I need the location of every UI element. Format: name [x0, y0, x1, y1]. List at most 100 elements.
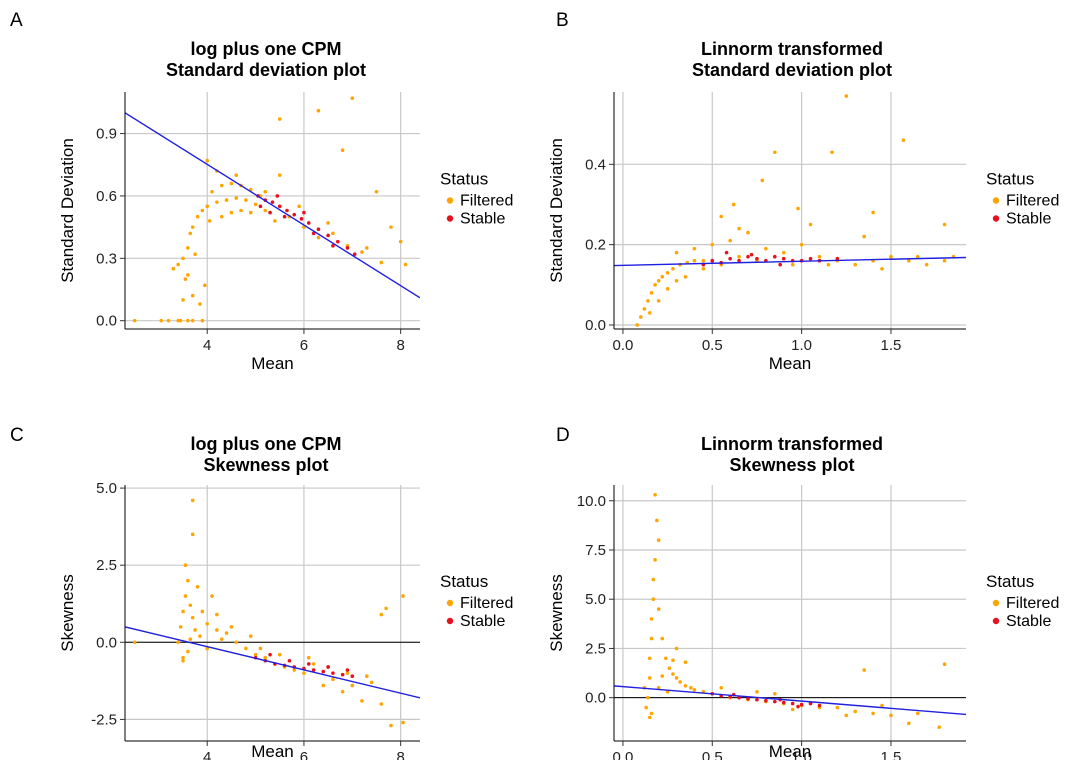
- data-point-filtered: [188, 231, 193, 236]
- data-point-filtered: [379, 260, 384, 265]
- data-point-filtered: [360, 250, 364, 254]
- data-point-filtered: [781, 250, 786, 255]
- data-point-filtered: [253, 652, 258, 657]
- data-point-filtered: [647, 656, 652, 661]
- data-point-filtered: [239, 208, 243, 213]
- data-point-filtered: [229, 210, 234, 215]
- data-point-filtered: [853, 262, 858, 267]
- data-point-stable: [773, 699, 777, 704]
- data-point-stable: [302, 210, 306, 215]
- data-point-filtered: [808, 222, 813, 227]
- data-point-stable: [345, 246, 350, 250]
- data-point-filtered: [671, 672, 675, 676]
- data-point-stable: [306, 662, 311, 666]
- data-point-stable: [796, 704, 800, 709]
- x-tick-label: 8: [396, 749, 404, 760]
- data-point-stable: [799, 702, 804, 707]
- data-point-filtered: [647, 715, 652, 720]
- data-point-filtered: [889, 713, 893, 718]
- legend-key-stable: [446, 617, 454, 625]
- y-axis-title: Skewness: [547, 574, 566, 651]
- data-point-filtered: [835, 705, 840, 710]
- data-point-filtered: [674, 250, 679, 255]
- data-point-filtered: [653, 558, 657, 562]
- data-point-stable: [268, 652, 272, 657]
- data-point-stable: [737, 258, 741, 263]
- data-point-filtered: [176, 640, 180, 645]
- x-tick-label: 1.5: [881, 749, 902, 760]
- data-point-filtered: [901, 138, 906, 143]
- legend-key-filtered: [992, 599, 1000, 607]
- y-tick-label: 5.0: [96, 480, 117, 497]
- data-point-filtered: [340, 689, 345, 694]
- data-point-filtered: [692, 688, 697, 692]
- data-point-filtered: [701, 266, 706, 271]
- data-point-filtered: [644, 705, 648, 710]
- legend-key-filtered: [446, 197, 454, 204]
- data-point-stable: [724, 250, 729, 255]
- data-point-filtered: [331, 677, 335, 682]
- y-tick-label: 0.0: [585, 317, 606, 334]
- data-point-filtered: [374, 189, 379, 194]
- data-point-filtered: [244, 646, 248, 651]
- data-point-stable: [331, 671, 335, 675]
- data-point-stable: [335, 239, 340, 244]
- data-point-filtered: [186, 649, 190, 654]
- data-point-filtered: [263, 189, 268, 194]
- data-point-filtered: [635, 323, 640, 327]
- data-point-stable: [781, 256, 786, 261]
- data-point-stable: [755, 256, 759, 261]
- data-point-filtered: [234, 640, 239, 645]
- y-tick-label: 0.4: [585, 156, 606, 173]
- legend-title: Status: [986, 572, 1034, 591]
- data-point-stable: [299, 217, 304, 221]
- data-point-filtered: [671, 266, 675, 271]
- legend-title: Status: [440, 572, 488, 591]
- legend-label-stable: Stable: [460, 613, 505, 630]
- x-tick-label: 0.5: [702, 337, 723, 354]
- data-point-filtered: [660, 674, 665, 678]
- data-point-filtered: [248, 210, 253, 215]
- data-point-filtered: [384, 606, 388, 611]
- data-point-stable: [321, 669, 326, 674]
- data-point-filtered: [915, 254, 920, 259]
- data-point-stable: [258, 204, 263, 209]
- data-point-filtered: [796, 206, 800, 211]
- data-point-stable: [808, 701, 813, 706]
- data-point-filtered: [647, 311, 652, 315]
- data-point-filtered: [764, 246, 768, 251]
- data-point-stable: [781, 700, 786, 705]
- data-point-filtered: [188, 603, 193, 608]
- data-point-filtered: [248, 634, 253, 638]
- data-point-filtered: [297, 204, 301, 209]
- data-point-stable: [292, 212, 297, 217]
- data-point-filtered: [689, 686, 693, 690]
- data-point-filtered: [205, 158, 210, 163]
- chart-title-line1: Linnorm transformed: [701, 39, 883, 59]
- data-point-filtered: [664, 656, 668, 661]
- data-point-stable: [746, 254, 750, 259]
- data-point-filtered: [215, 612, 219, 617]
- data-point-filtered: [253, 202, 258, 207]
- data-point-filtered: [207, 219, 212, 223]
- data-point-filtered: [205, 204, 210, 209]
- data-point-filtered: [773, 150, 777, 155]
- data-point-filtered: [186, 246, 190, 250]
- data-point-filtered: [942, 662, 947, 666]
- data-point-filtered: [880, 266, 884, 271]
- data-point-filtered: [193, 252, 197, 256]
- data-point-filtered: [365, 246, 369, 250]
- data-point-stable: [710, 258, 715, 263]
- data-point-filtered: [656, 278, 661, 283]
- data-point-filtered: [198, 634, 202, 638]
- y-tick-label: 10.0: [577, 493, 606, 510]
- data-point-filtered: [234, 196, 239, 200]
- data-point-filtered: [790, 707, 795, 712]
- data-point-filtered: [219, 637, 224, 642]
- data-point-filtered: [350, 683, 355, 688]
- data-point-filtered: [401, 720, 405, 725]
- data-point-stable: [268, 210, 272, 215]
- chart-title-line2: Skewness plot: [729, 455, 854, 475]
- data-point-filtered: [924, 262, 929, 267]
